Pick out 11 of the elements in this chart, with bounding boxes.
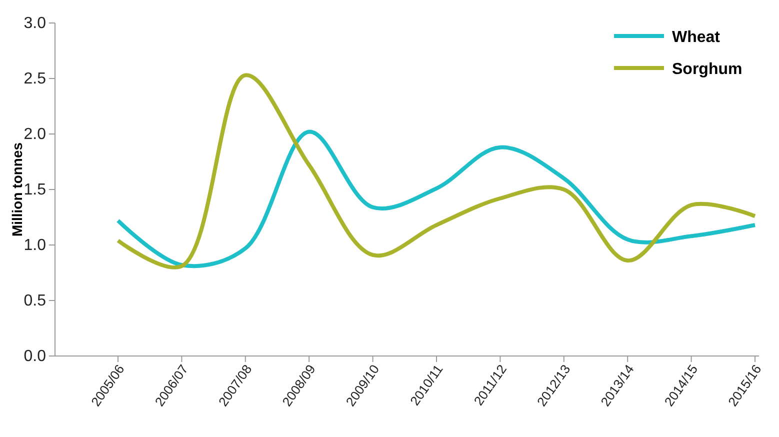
y-tick-label: 0.0 [24,348,46,366]
y-tick-label: 1.5 [24,182,46,199]
y-tick-label: 1.0 [24,237,46,254]
y-axis-title: Million tonnes [9,142,25,237]
y-tick-label: 2.0 [24,126,46,144]
legend-label: Wheat [672,29,721,46]
y-tick-label: 2.5 [24,70,46,88]
line-series [116,130,757,268]
y-tick-label: 0.5 [24,292,46,310]
legend-label: Sorghum [672,61,742,78]
y-tick-label: 3.0 [24,15,46,32]
